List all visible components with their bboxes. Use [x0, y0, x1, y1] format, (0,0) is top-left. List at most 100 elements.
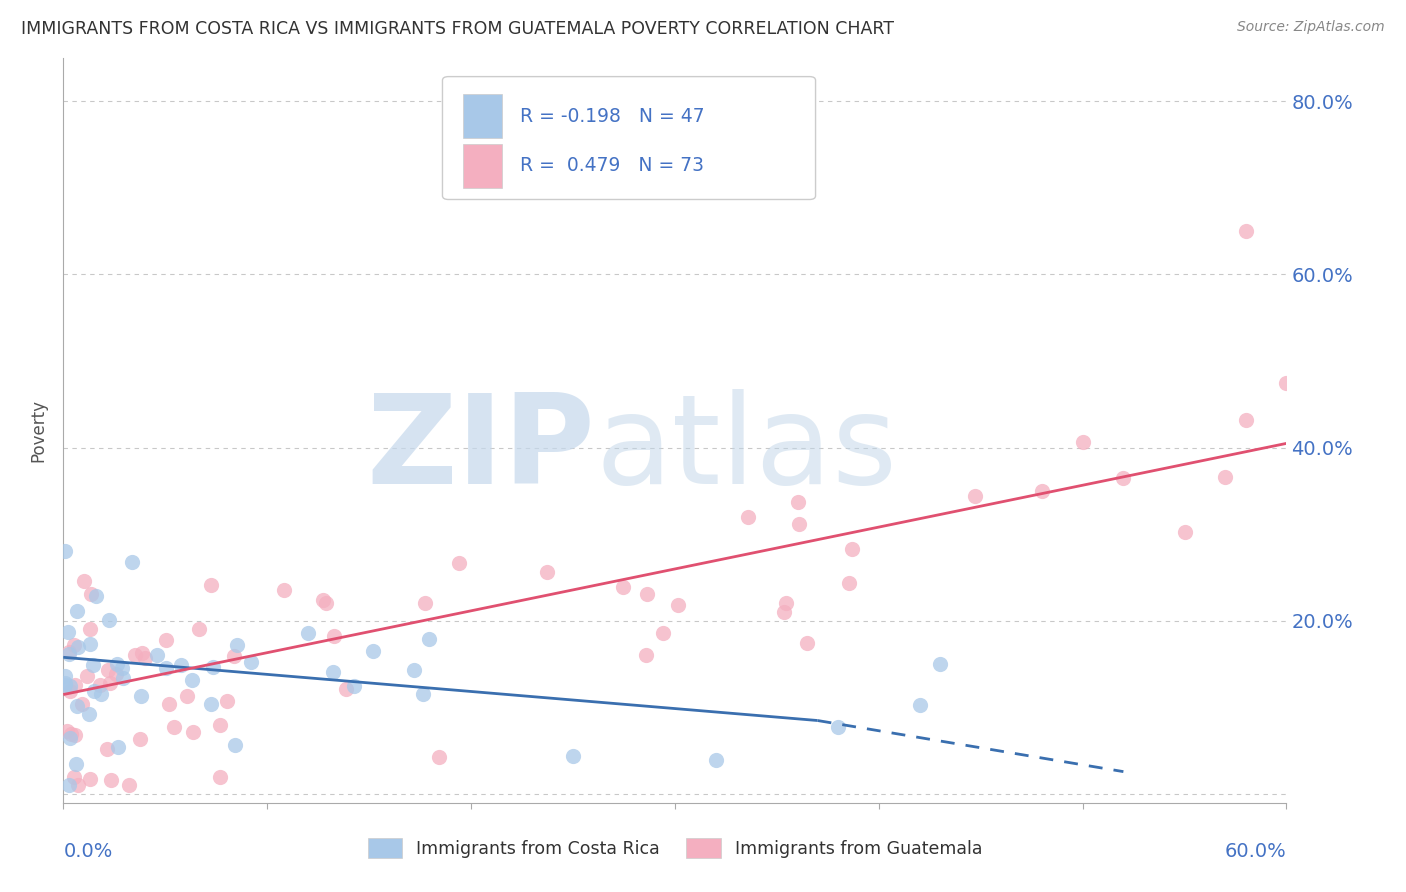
Point	[323, 629, 346, 643]
Point	[72, 698, 94, 712]
Point	[188, 622, 211, 636]
Point	[335, 682, 357, 697]
Point	[100, 772, 122, 787]
Point	[634, 648, 657, 662]
Point	[53, 543, 76, 558]
FancyBboxPatch shape	[463, 145, 502, 187]
Point	[84, 590, 107, 604]
Point	[59, 727, 82, 741]
Point	[215, 694, 238, 708]
Point	[89, 678, 111, 692]
Point	[651, 625, 673, 640]
Point	[170, 658, 193, 673]
Point	[96, 742, 118, 756]
Point	[787, 495, 810, 509]
Text: atlas: atlas	[595, 389, 897, 509]
Point	[1234, 413, 1257, 427]
Point	[273, 582, 295, 597]
Point	[412, 687, 434, 701]
Legend: Immigrants from Costa Rica, Immigrants from Guatemala: Immigrants from Costa Rica, Immigrants f…	[361, 831, 988, 865]
Point	[118, 778, 141, 792]
Point	[73, 574, 96, 589]
Point	[612, 580, 634, 594]
Point	[59, 679, 82, 693]
Point	[200, 697, 222, 711]
Point	[1112, 471, 1135, 485]
Text: IMMIGRANTS FROM COSTA RICA VS IMMIGRANTS FROM GUATEMALA POVERTY CORRELATION CHAR: IMMIGRANTS FROM COSTA RICA VS IMMIGRANTS…	[21, 20, 894, 37]
Point	[841, 542, 863, 557]
Point	[63, 678, 86, 692]
Point	[107, 740, 129, 755]
Point	[418, 632, 440, 646]
Point	[98, 676, 121, 690]
Point	[121, 555, 143, 569]
Point	[176, 690, 198, 704]
Point	[79, 772, 101, 786]
Point	[58, 645, 80, 659]
Point	[80, 587, 103, 601]
FancyBboxPatch shape	[463, 95, 502, 137]
Point	[97, 663, 120, 677]
Point	[180, 673, 202, 687]
Point	[827, 720, 849, 734]
Point	[77, 707, 100, 722]
Point	[155, 661, 177, 675]
Point	[181, 725, 204, 739]
Point	[53, 678, 76, 692]
Point	[928, 657, 950, 671]
Point	[63, 638, 86, 652]
Point	[66, 604, 89, 618]
Point	[224, 648, 246, 663]
Text: Source: ZipAtlas.com: Source: ZipAtlas.com	[1237, 20, 1385, 34]
Text: 60.0%: 60.0%	[1225, 842, 1286, 861]
Point	[124, 648, 146, 663]
Point	[131, 646, 153, 660]
Point	[58, 625, 80, 640]
Point	[76, 668, 98, 682]
Text: ZIP: ZIP	[367, 389, 595, 509]
Point	[90, 688, 112, 702]
Point	[1031, 483, 1053, 498]
Point	[1234, 224, 1257, 238]
Point	[58, 648, 80, 662]
Point	[111, 661, 134, 675]
Point	[562, 748, 585, 763]
Point	[449, 556, 471, 570]
Point	[908, 698, 931, 712]
Text: R = -0.198   N = 47: R = -0.198 N = 47	[520, 106, 704, 126]
Point	[83, 683, 105, 698]
Point	[322, 665, 344, 680]
Point	[162, 720, 184, 734]
Point	[65, 757, 87, 772]
Point	[343, 679, 366, 693]
Point	[1275, 376, 1298, 390]
Point	[312, 592, 335, 607]
Point	[131, 689, 153, 703]
Point	[59, 683, 82, 698]
Point	[1071, 435, 1094, 450]
Point	[297, 625, 319, 640]
Point	[105, 657, 128, 672]
Point	[134, 651, 156, 665]
Point	[67, 779, 90, 793]
Point	[53, 675, 76, 690]
Point	[79, 637, 101, 651]
Point	[146, 648, 169, 662]
Point	[56, 724, 79, 739]
Point	[838, 575, 860, 590]
Point	[772, 605, 794, 619]
Point	[82, 657, 104, 672]
Point	[224, 738, 246, 752]
Point	[58, 779, 80, 793]
Point	[704, 753, 727, 767]
Point	[97, 613, 120, 627]
Point	[66, 698, 89, 713]
Point	[67, 640, 90, 655]
Point	[59, 731, 82, 745]
Point	[209, 770, 232, 784]
Point	[1174, 525, 1197, 540]
Point	[787, 516, 810, 531]
Point	[361, 644, 384, 658]
Point	[737, 510, 759, 524]
Point	[1215, 470, 1237, 484]
